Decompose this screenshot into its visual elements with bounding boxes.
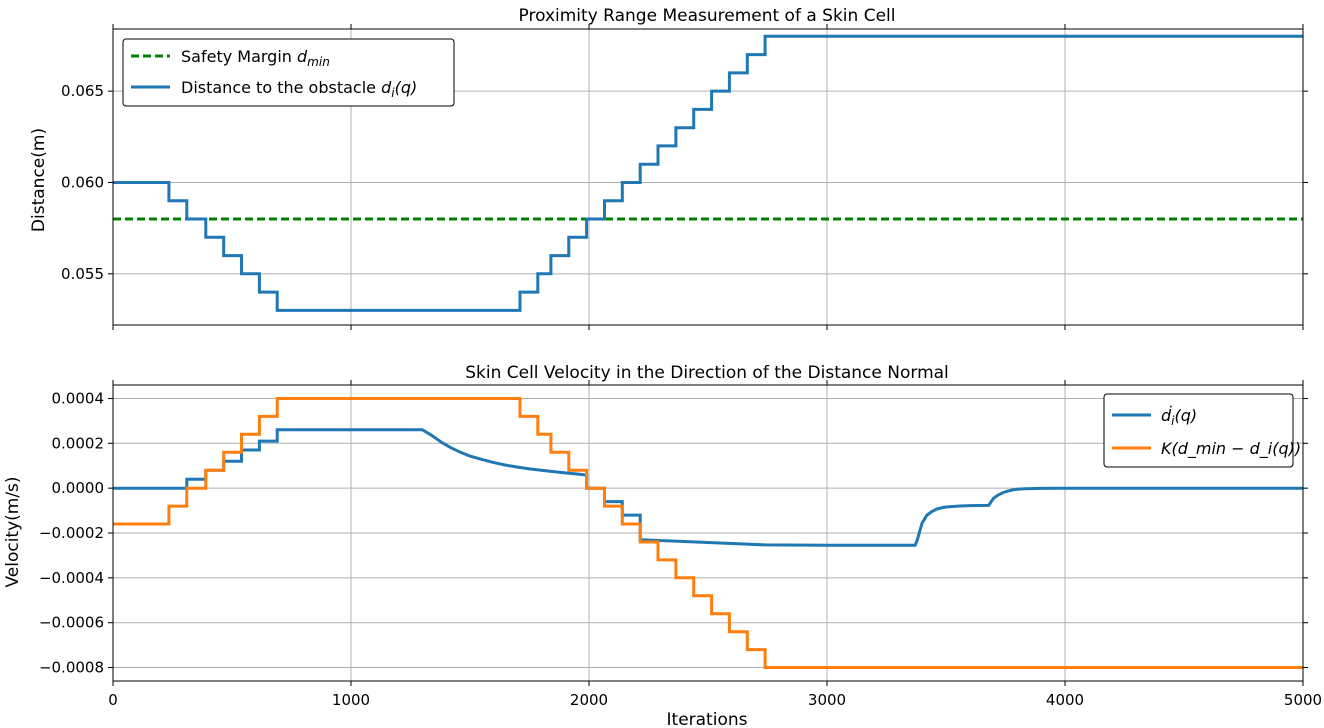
distance-plot-legend: Safety Margin dmin Distance to the obsta… [122, 38, 455, 107]
distance-ytick-label-0: 0.055 [61, 265, 104, 283]
velocity-series-0-line [113, 428, 1303, 547]
distance-plot-frame [112, 28, 1304, 326]
velocity-ytick-label-1: 0.0002 [52, 434, 105, 452]
velocity-plot-ticks: 0 1000 2000 3000 4000 5000 0.0004 0.0002 0.0000 −… [39, 380, 1322, 709]
velocity-xtick-label-5: 5000 [1284, 691, 1322, 709]
velocity-plot-series [113, 397, 1303, 669]
legend-label-distance: Distance to the obstacle di(q) [181, 78, 417, 100]
velocity-ytick-label-0: 0.0004 [52, 389, 105, 407]
velocity-legend-box [1103, 393, 1294, 468]
velocity-series-1-line [113, 397, 1303, 669]
velocity-ytick-label-2: 0.0000 [52, 479, 105, 497]
velocity-plot-title: Skin Cell Velocity in the Direction of t… [465, 363, 949, 383]
velocity-plot: Skin Cell Velocity in the Direction of t… [3, 363, 1322, 728]
velocity-xtick-label-0: 0 [108, 691, 118, 709]
legend-label-safety-margin: Safety Margin dmin [181, 47, 330, 69]
legend-label-ddot: ḋi(q) [1161, 406, 1197, 428]
velocity-ytick-label-4: −0.0004 [39, 569, 104, 587]
velocity-ytick-label-6: −0.0008 [39, 659, 104, 677]
distance-legend-box [122, 38, 455, 107]
velocity-xtick-label-3: 3000 [808, 691, 846, 709]
distance-ytick-label-1: 0.060 [61, 173, 104, 191]
distance-series-1-line [113, 34, 1303, 312]
distance-ytick-label-2: 0.065 [61, 82, 104, 100]
distance-plot-series [113, 34, 1303, 312]
velocity-xtick-label-2: 2000 [570, 691, 608, 709]
legend-label-gain: K(d_min − d_i(q)) [1161, 439, 1301, 459]
distance-plot-ticks: 0.055 0.060 0.065 [61, 24, 1308, 330]
velocity-plot-ylabel: Velocity(m/s) [3, 476, 23, 587]
distance-plot-title: Proximity Range Measurement of a Skin Ce… [519, 6, 896, 26]
velocity-plot-xlabel: Iterations [667, 710, 748, 728]
velocity-ytick-label-3: −0.0002 [39, 524, 104, 542]
velocity-plot-legend: ḋi(q) K(d_min − d_i(q)) [1103, 393, 1301, 468]
distance-plot-ylabel: Distance(m) [29, 128, 49, 232]
velocity-xtick-label-1: 1000 [332, 691, 370, 709]
distance-plot: Proximity Range Measurement of a Skin Ce… [29, 6, 1308, 330]
velocity-ytick-label-5: −0.0006 [39, 614, 104, 632]
velocity-xtick-label-4: 4000 [1046, 691, 1084, 709]
